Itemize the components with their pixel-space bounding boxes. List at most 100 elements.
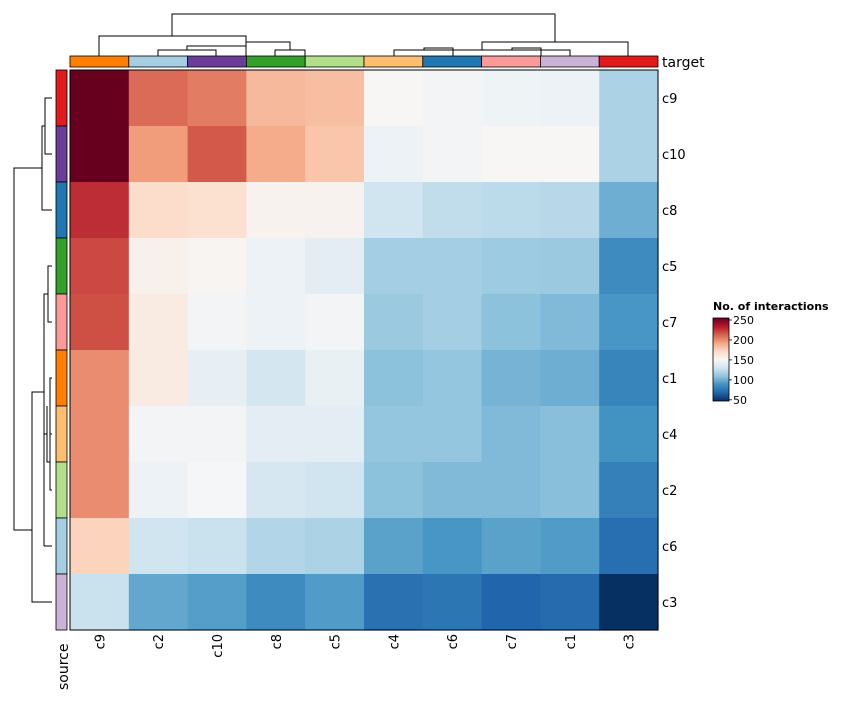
heatmap-cell bbox=[305, 126, 365, 183]
heatmap-cell bbox=[540, 518, 600, 575]
source-annotation-cell bbox=[55, 573, 68, 631]
heatmap-cell bbox=[187, 350, 247, 407]
heatmap-cell bbox=[305, 462, 365, 519]
heatmap-cell bbox=[422, 350, 483, 407]
target-annotation-cell bbox=[481, 55, 541, 68]
row-tick-label: c6 bbox=[662, 540, 677, 555]
heatmap-cell bbox=[599, 238, 659, 295]
color-legend: No. of interactions 250 200 150 100 50 bbox=[712, 300, 829, 407]
heatmap-cell bbox=[246, 574, 306, 631]
heatmap-cell bbox=[246, 350, 306, 407]
heatmap-cell bbox=[305, 574, 365, 631]
target-annotation-cell bbox=[187, 55, 247, 68]
heatmap-cell bbox=[70, 462, 130, 519]
heatmap-cell bbox=[364, 238, 424, 295]
heatmap-cell bbox=[364, 574, 424, 631]
heatmap-cell bbox=[599, 70, 659, 127]
source-annotation-cell bbox=[55, 125, 68, 183]
target-annotation-cell bbox=[304, 55, 365, 68]
row-tick-labels: c9 c10 c8 c5 c7 c1 c4 c2 c6 c3 bbox=[662, 92, 686, 611]
heatmap-cell bbox=[246, 294, 306, 351]
heatmap-cell bbox=[128, 238, 189, 295]
heatmap-cell bbox=[128, 70, 189, 127]
source-annotation-cell bbox=[55, 69, 68, 127]
column-tick-label: c1 bbox=[564, 634, 579, 649]
heatmap-cell bbox=[599, 574, 659, 631]
column-tick-label: c8 bbox=[270, 634, 285, 649]
target-annotation-cell bbox=[540, 55, 600, 68]
column-tick-labels: c9 c2 c10 c8 c5 c4 c6 c7 c1 c3 bbox=[93, 634, 637, 658]
heatmap-cell bbox=[246, 70, 306, 127]
heatmap-cell bbox=[364, 70, 424, 127]
heatmap-cell bbox=[540, 238, 600, 295]
row-tick-label: c2 bbox=[662, 484, 677, 499]
heatmap-cell bbox=[481, 126, 541, 183]
heatmap-cell bbox=[70, 406, 130, 463]
source-annotation-cell bbox=[55, 461, 68, 519]
heatmap-cell bbox=[599, 126, 659, 183]
heatmap-cell bbox=[599, 406, 659, 463]
heatmap-cell bbox=[481, 70, 541, 127]
source-annotation-cell bbox=[55, 349, 68, 407]
heatmap-cell bbox=[128, 518, 189, 575]
heatmap-cell bbox=[305, 518, 365, 575]
row-dendrogram bbox=[13, 97, 52, 603]
heatmap-cell bbox=[187, 574, 247, 631]
heatmap-cell bbox=[128, 350, 189, 407]
heatmap-cell bbox=[70, 182, 130, 239]
heatmap-cell bbox=[246, 406, 306, 463]
source-label: source bbox=[56, 644, 72, 691]
source-annotation-bar bbox=[55, 69, 68, 631]
column-tick-label: c9 bbox=[93, 634, 108, 649]
heatmap-cell bbox=[305, 182, 365, 239]
row-tick-label: c1 bbox=[662, 372, 677, 387]
row-tick-label: c8 bbox=[662, 204, 677, 219]
heatmap-border bbox=[69, 69, 659, 631]
heatmap-cell bbox=[128, 462, 189, 519]
legend-tick-label: 50 bbox=[733, 394, 747, 407]
heatmap-cell bbox=[481, 574, 541, 631]
column-tick-label: c6 bbox=[446, 634, 461, 649]
heatmap-cell bbox=[70, 294, 130, 351]
legend-ticks: 250 200 150 100 50 bbox=[729, 314, 754, 407]
heatmap-cell bbox=[422, 294, 483, 351]
column-tick-label: c5 bbox=[329, 634, 344, 649]
source-annotation-cell bbox=[55, 181, 68, 239]
column-tick-label: c3 bbox=[623, 634, 638, 649]
heatmap-cell bbox=[128, 406, 189, 463]
heatmap-cell bbox=[540, 574, 600, 631]
row-tick-label: c4 bbox=[662, 428, 677, 443]
heatmap-cell bbox=[364, 406, 424, 463]
heatmap-cell bbox=[364, 462, 424, 519]
heatmap-cell bbox=[422, 406, 483, 463]
heatmap-cell bbox=[599, 518, 659, 575]
legend-color-bar bbox=[712, 317, 730, 402]
row-tick-label: c10 bbox=[662, 148, 686, 163]
heatmap-cell bbox=[364, 182, 424, 239]
heatmap-cell bbox=[128, 574, 189, 631]
column-tick-label: c7 bbox=[505, 634, 520, 649]
heatmap-cell bbox=[481, 406, 541, 463]
heatmap-cells bbox=[70, 70, 659, 631]
heatmap-cell bbox=[364, 518, 424, 575]
legend-tick-label: 250 bbox=[733, 314, 754, 327]
heatmap-cell bbox=[481, 238, 541, 295]
source-annotation-cell bbox=[55, 405, 68, 463]
heatmap-cell bbox=[70, 518, 130, 575]
row-tick-label: c3 bbox=[662, 596, 677, 611]
heatmap-cell bbox=[187, 238, 247, 295]
legend-title: No. of interactions bbox=[713, 300, 829, 313]
heatmap-cell bbox=[246, 462, 306, 519]
heatmap-cell bbox=[70, 350, 130, 407]
heatmap-cell bbox=[246, 126, 306, 183]
source-annotation-cell bbox=[55, 517, 68, 575]
heatmap-cell bbox=[305, 294, 365, 351]
target-annotation-cell bbox=[598, 55, 659, 68]
heatmap-cell bbox=[422, 462, 483, 519]
heatmap-cell bbox=[422, 574, 483, 631]
target-annotation-cell bbox=[363, 55, 424, 68]
source-annotation-cell bbox=[55, 237, 68, 295]
heatmap-cell bbox=[540, 406, 600, 463]
heatmap-cell bbox=[187, 406, 247, 463]
heatmap-cell bbox=[70, 574, 130, 631]
